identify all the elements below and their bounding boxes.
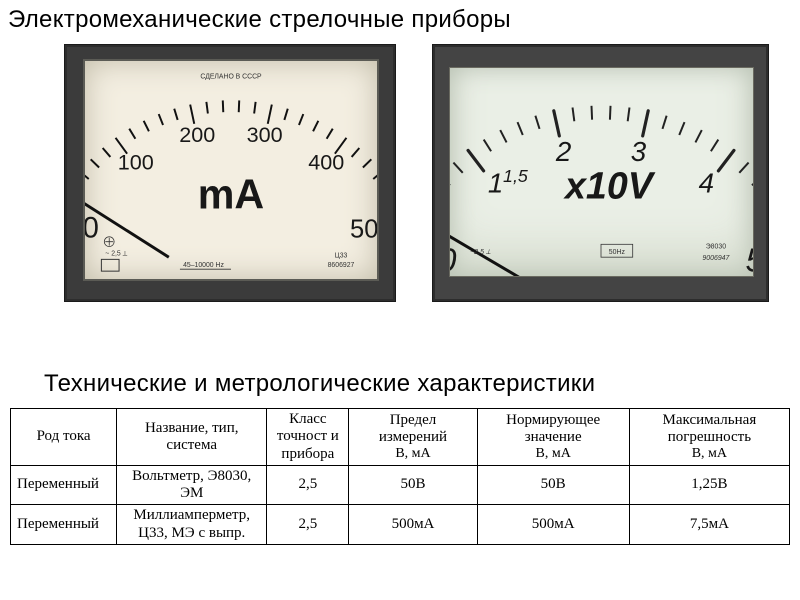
gauge-ma-label-0: 0 <box>85 211 99 244</box>
gauge-v-unit: x10V <box>563 165 656 207</box>
gauge-v-label-0: 0 <box>450 242 457 276</box>
gauge-v-photo: 0 1 2 3 4 5 1,5 x10V ~2,5 ⟂ 50Hz Э8030 900694… <box>432 44 769 302</box>
gauge-ma-face: СДЕЛАНО В СССР 0 100 200 300 400 500 mA ~ 2,5… <box>83 59 379 281</box>
gauge-ma-toptext: СДЕЛАНО В СССР <box>200 74 262 81</box>
table-cell: 50В <box>477 465 629 505</box>
gauge-ma-frame: СДЕЛАНО В СССР 0 100 200 300 400 500 mA ~ 2,5… <box>64 44 396 302</box>
gauge-v-frame: 0 1 2 3 4 5 1,5 x10V ~2,5 ⟂ 50Hz Э8030 900694… <box>432 44 769 302</box>
table-cell: Вольтметр, Э8030, ЭМ <box>117 465 267 505</box>
gauge-ma-label-300: 300 <box>247 122 283 147</box>
gauge-v-label-1: 1 <box>488 168 503 199</box>
col-header: Род тока <box>11 409 117 466</box>
table-row: ПеременныйМиллиамперметр, Ц33, МЭ с выпр… <box>11 505 790 545</box>
gauge-v-face: 0 1 2 3 4 5 1,5 x10V ~2,5 ⟂ 50Hz Э8030 900694… <box>449 67 754 277</box>
gauge-ma-fl: 45–10000 Hz <box>183 262 224 269</box>
gauge-v-fr2: 9006947 <box>702 255 730 262</box>
table-cell: Переменный <box>11 465 117 505</box>
table-cell: 7,5мА <box>629 505 789 545</box>
gauge-v-fl: ~2,5 ⟂ <box>470 249 491 256</box>
gauge-v-label-2: 2 <box>555 136 572 167</box>
table-header-row: Род токаНазвание, тип, системаКласс точн… <box>11 409 790 466</box>
table-cell: 500мА <box>477 505 629 545</box>
col-header: Название, тип, система <box>117 409 267 466</box>
gauge-ma-label-500: 500 <box>350 215 377 243</box>
gauge-ma-fr: Ц33 <box>335 252 348 259</box>
gauge-v-label-5: 5 <box>746 242 753 276</box>
col-header: Максимальная погрешностьВ, мА <box>629 409 789 466</box>
gauge-v-mid: 1,5 <box>503 166 528 186</box>
gauge-ma-label-400: 400 <box>308 150 344 175</box>
gauge-ma-class: ~ 2,5 ⟂ <box>105 250 127 257</box>
gauge-ma-fr2: 8606927 <box>328 262 355 269</box>
col-header: Предел измеренийВ, мА <box>349 409 477 466</box>
gauge-v-fr: Э8030 <box>706 243 727 250</box>
page-title: Электромеханические стрелочные приборы <box>8 6 511 34</box>
gauge-v-fm: 50Hz <box>609 249 626 256</box>
table-cell: 1,25В <box>629 465 789 505</box>
gauge-v-needle <box>450 211 541 276</box>
table-cell: 50В <box>349 465 477 505</box>
gauge-ma-label-100: 100 <box>118 150 154 175</box>
table-cell: 2,5 <box>267 505 349 545</box>
gauge-ma-photo: СДЕЛАНО В СССР 0 100 200 300 400 500 mA ~ 2,5… <box>64 44 396 302</box>
gauge-ma-unit: mA <box>198 171 264 217</box>
table-cell: Миллиамперметр, Ц33, МЭ с выпр. <box>117 505 267 545</box>
table-row: ПеременныйВольтметр, Э8030, ЭМ2,550В50В1… <box>11 465 790 505</box>
photos-row: СДЕЛАНО В СССР 0 100 200 300 400 500 mA ~ 2,5… <box>0 44 800 302</box>
spec-table: Род токаНазвание, тип, системаКласс точн… <box>10 408 790 545</box>
col-header: Класс точност и прибора <box>267 409 349 466</box>
gauge-v-label-4: 4 <box>699 168 714 199</box>
subtitle: Технические и метрологические характерис… <box>44 370 595 398</box>
table-cell: 2,5 <box>267 465 349 505</box>
gauge-v-label-3: 3 <box>631 136 647 167</box>
col-header: Нормирующее значениеВ, мА <box>477 409 629 466</box>
gauge-ma-label-200: 200 <box>179 122 215 147</box>
table-cell: 500мА <box>349 505 477 545</box>
table-cell: Переменный <box>11 505 117 545</box>
